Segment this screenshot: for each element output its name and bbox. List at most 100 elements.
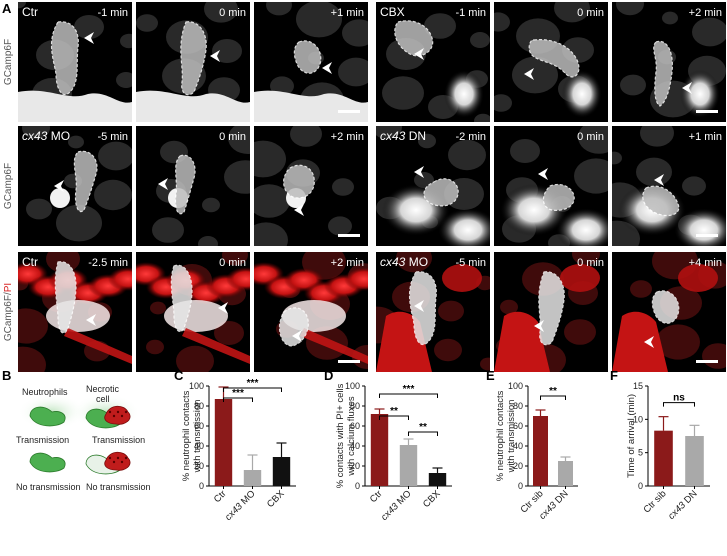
- tissue-blob: [512, 56, 558, 94]
- bright-tissue: [136, 90, 250, 122]
- y-tick-label: 20: [194, 461, 204, 471]
- tissue-blob: [152, 217, 184, 243]
- arrowhead-marker: [524, 68, 534, 80]
- condition-label: Ctr: [22, 255, 38, 269]
- tissue-blob: [98, 141, 132, 171]
- row-ylabel-main: GCamp6F: [3, 39, 14, 85]
- x-tick-label: cx43 MO: [379, 488, 414, 523]
- y-axis-label: Time of arrival (min): [626, 394, 637, 478]
- condition-suffix: MO: [47, 129, 70, 143]
- bright-cell: [50, 188, 70, 208]
- tissue-blob: [68, 135, 84, 149]
- bright-cell: [562, 70, 602, 118]
- scale-bar: [338, 360, 360, 363]
- significance-bracket: [540, 395, 566, 400]
- arrowhead-marker: [54, 180, 64, 192]
- tissue-blob: [414, 172, 434, 188]
- condition-label: Ctr: [22, 5, 38, 19]
- arrowhead-marker: [86, 314, 96, 326]
- neutrophil-outline: [174, 154, 196, 215]
- timepoint-label: +1 min: [689, 131, 722, 143]
- necrotic-cell: [108, 267, 132, 291]
- y-tick-label: 100: [345, 381, 360, 391]
- significance-label: ***: [247, 378, 259, 389]
- label-necrotic: Necrotic: [86, 384, 120, 394]
- arrowhead-marker: [294, 204, 304, 216]
- neutrophil-cell: [29, 406, 66, 427]
- y-axis-label-line: % neutrophil contacts: [181, 390, 192, 481]
- significance-label: ***: [403, 384, 415, 395]
- micrograph-content: [494, 252, 600, 372]
- significance-bracket: [223, 387, 282, 392]
- micrograph-content: [500, 126, 608, 246]
- tissue-blob: [74, 15, 104, 39]
- scale-bar: [696, 110, 718, 113]
- tissue-blob: [150, 301, 166, 315]
- scale-bar: [696, 360, 718, 363]
- bar: [370, 414, 389, 486]
- neutrophil-outline: [50, 21, 79, 96]
- tissue-blob: [382, 76, 424, 110]
- arrowhead-marker: [218, 302, 228, 314]
- row-ylabel-pi: PI: [3, 283, 14, 292]
- bright-cell: [444, 70, 484, 118]
- timepoint-label: 0 min: [219, 131, 246, 143]
- tissue-blob: [616, 2, 644, 16]
- panel-letter-d: D: [324, 368, 333, 383]
- label-transmission-right: Transmission: [92, 435, 145, 445]
- x-tick-label: CBX: [265, 488, 287, 510]
- neutrophil-outline: [278, 307, 309, 347]
- x-tick-label: CBX: [421, 488, 443, 510]
- condition-name: Ctr: [22, 255, 38, 269]
- condition-label: cx43 MO: [22, 129, 70, 143]
- row-ylabel: GCamp6F: [3, 39, 14, 85]
- necrotic-granule: [108, 410, 112, 414]
- necrotic-granule: [124, 456, 128, 460]
- timepoint-label: 0 min: [577, 257, 604, 269]
- timepoint-label: -5 min: [455, 257, 486, 269]
- tissue-blob: [266, 2, 292, 16]
- micrograph-row2-left-2: 0 min: [136, 126, 250, 246]
- micrograph-row1-right-1: CBX -1 min: [376, 2, 490, 122]
- necrotic-cell: [678, 264, 718, 292]
- bright-tissue: [18, 90, 132, 122]
- arrowhead-marker: [644, 336, 654, 348]
- scale-bar: [338, 234, 360, 237]
- y-tick-label: 60: [350, 421, 360, 431]
- bar: [654, 430, 673, 486]
- tissue-blob: [222, 252, 248, 266]
- bright-tissue: [438, 208, 490, 246]
- timepoint-label: +1 min: [331, 7, 364, 19]
- necrotic-granule: [108, 456, 112, 460]
- arrowhead-marker: [84, 32, 94, 44]
- timepoint-label: +2 min: [689, 7, 722, 19]
- y-tick-label: 80: [513, 401, 523, 411]
- bar: [272, 457, 291, 486]
- bar: [533, 416, 548, 486]
- tissue-blob: [682, 176, 706, 196]
- necrotic-granule: [112, 460, 116, 464]
- tissue-blob: [338, 57, 368, 87]
- tissue-blob: [470, 32, 490, 48]
- significance-bracket: [408, 431, 438, 436]
- tissue-blob: [176, 345, 214, 372]
- bar: [685, 436, 704, 486]
- neutrophil-outline: [653, 40, 673, 107]
- necrotic-cell: [344, 267, 368, 291]
- tissue-blob: [510, 139, 540, 163]
- condition-suffix: DN: [405, 129, 426, 143]
- necrotic-cell: [226, 267, 250, 291]
- arrowhead-marker: [534, 320, 544, 332]
- timepoint-label: 0 min: [577, 131, 604, 143]
- micrograph-row2-right-3: +1 min: [612, 126, 726, 246]
- y-tick-label: 20: [350, 461, 360, 471]
- y-tick-label: 40: [513, 441, 523, 451]
- micrograph-content: [376, 252, 490, 372]
- micrograph-content: [612, 252, 726, 372]
- y-tick-label: 0: [355, 481, 360, 491]
- necrotic-granule: [120, 460, 124, 464]
- necrotic-cell-shape: [104, 451, 131, 471]
- y-tick-label: 0: [638, 481, 643, 491]
- y-tick-label: 5: [638, 448, 643, 458]
